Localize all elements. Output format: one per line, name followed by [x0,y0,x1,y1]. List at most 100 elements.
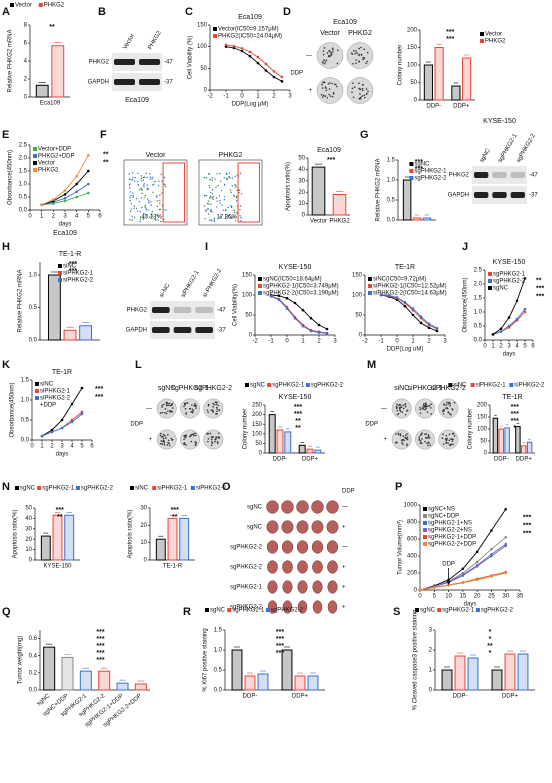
colony [442,410,445,412]
colony-plate [415,398,435,419]
colony [420,433,423,435]
flow-event [139,220,141,223]
x-tick-label: 1 [40,444,44,450]
row-label: sgPHKG2-2 [230,605,263,611]
colony [399,433,402,435]
flow-event [140,197,143,199]
colony [334,83,336,86]
point [309,316,313,320]
colony [359,93,361,95]
colony [217,432,220,435]
x-tick-label: 3 [63,214,67,220]
flow-event [137,172,139,174]
chart-title: TE-1R [52,369,72,376]
flow-event [132,176,134,179]
flow-event [142,216,145,218]
bar [167,517,178,561]
significance: *** [69,268,77,275]
y-tick-label: 100 [252,431,263,437]
flow-event [239,205,242,207]
colony [424,402,427,405]
colony [424,436,427,439]
legend-swatch [480,32,484,36]
colony [332,48,334,51]
point [80,410,84,414]
colony-plate [346,77,374,104]
tumor [311,520,324,534]
colony [321,87,324,89]
colony [161,443,164,445]
point [419,321,423,325]
colony [363,94,366,97]
flow-event [203,194,206,197]
colony [399,407,401,410]
x-tick-label: 0 [395,339,399,345]
colony [423,433,426,436]
significance: ** [295,418,301,425]
flow-event [143,176,146,178]
colony [365,62,367,65]
flow-event [235,196,238,199]
flow-event [209,179,211,181]
colony [424,404,426,407]
colony [448,433,451,436]
x-axis-label: days [503,352,516,358]
image-title: Eca109 [333,19,357,26]
legend-swatch [245,383,249,387]
y-tick-label: 0 [414,588,418,594]
bar [332,193,347,216]
colony [445,439,448,441]
y-axis-label: Relative PHKG2 mRNA [8,29,14,92]
colony [425,403,428,406]
point [63,199,67,203]
y-tick-label: 1.5 [387,158,396,164]
x-tick-label: 5 [87,214,91,220]
legend-swatch [75,486,80,490]
chart-caption: Eca109 [53,230,77,237]
legend-label: sgNC [210,608,226,614]
x-tick-label: 0 [240,94,244,100]
y-tick-label: 10 [140,540,147,546]
colony [351,91,353,93]
point [63,193,67,196]
significance: *** [96,643,104,650]
colony [171,411,173,413]
y-tick-label: 2 [24,77,28,83]
flow-event [165,209,167,211]
column-label: PHKG2 [219,152,243,159]
row-label: GAPDH [448,193,469,199]
tumor [267,560,278,574]
flow-event [213,217,216,220]
point [461,567,465,571]
colony [194,432,196,435]
legend-label: siNC [453,383,467,389]
flow-event [209,186,211,189]
flow-event [143,186,145,188]
x-tick-label: DDP+ [502,694,519,700]
tumor [297,580,308,594]
colony [363,48,365,51]
legend-label: siPHKG2-2(IC50=14.63μM) [373,291,447,297]
colony [355,59,357,61]
flow-event [225,172,228,174]
colony [429,444,431,446]
colony [428,442,430,444]
side-label: DDP [290,71,303,77]
marker-label: + [342,605,346,611]
y-tick-label: 2.5 [19,143,28,149]
colony [418,439,420,441]
colony [322,50,325,52]
colony-plate [203,429,224,450]
colony [446,437,448,440]
colony-plate [156,398,177,419]
flow-event [142,176,145,179]
legend-label: sgPHKG2-2(IC50=3.190μM) [263,291,339,297]
colony [430,403,432,405]
colony [404,405,407,408]
y-tick-label: 2.0 [19,156,28,162]
colony [365,88,368,90]
x-tick-label: 2 [50,444,54,450]
legend-label: siPHKG2-1 [40,389,71,395]
colony [427,405,430,407]
bar [434,47,444,101]
